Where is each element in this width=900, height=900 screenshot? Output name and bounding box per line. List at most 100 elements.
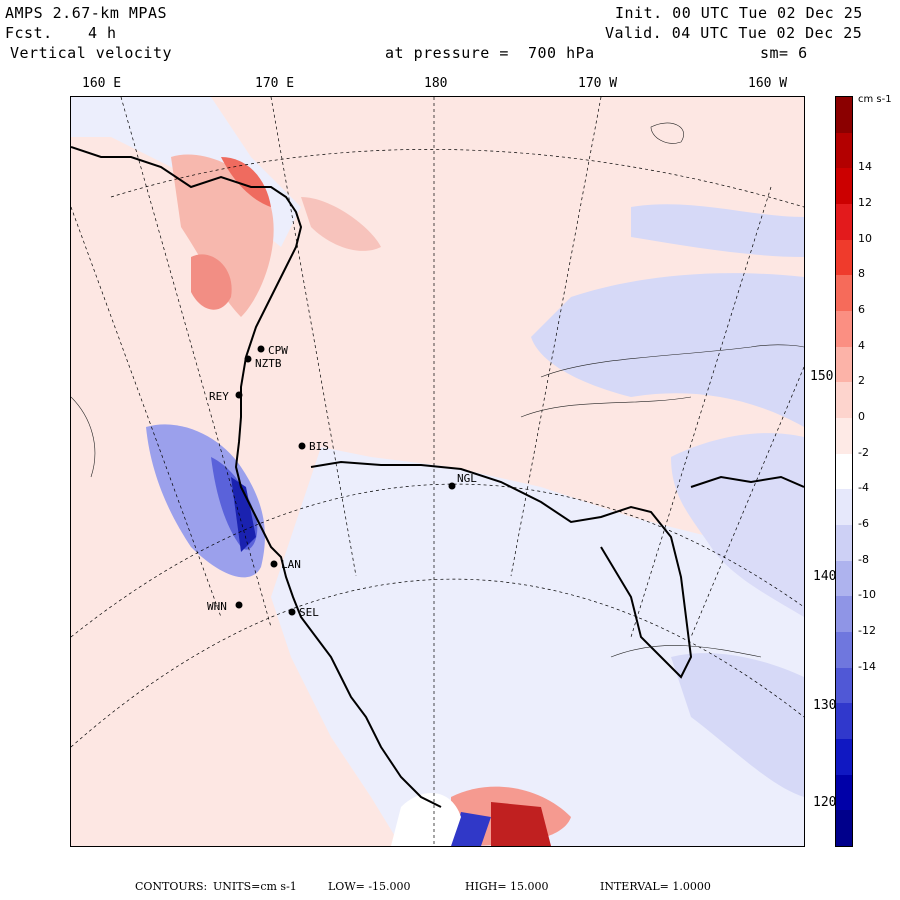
colorbar-segment	[836, 739, 852, 776]
colorbar-tick-label: 8	[858, 267, 865, 281]
station-label: CPW	[268, 344, 288, 357]
colorbar-tick-label: -4	[858, 481, 869, 495]
negative-patch-mountain	[146, 424, 265, 578]
meridian-160w	[630, 186, 772, 638]
contour-line	[71, 396, 96, 478]
station-marker-rey[interactable]	[235, 391, 243, 399]
colorbar-tick-label: 14	[858, 160, 872, 174]
colorbar-unit: cm s-1	[858, 94, 892, 105]
negative-patch-se	[671, 653, 804, 797]
station-label: BIS	[309, 440, 329, 453]
colorbar-tick-label: 4	[858, 338, 865, 352]
colorbar-tick-label: -2	[858, 445, 869, 459]
map-panel[interactable]: CPW NZTB REY BIS NGL LAN WHN SEL	[70, 96, 805, 847]
positive-patch-ne	[301, 197, 381, 251]
colorbar-tick-label: 0	[858, 410, 865, 423]
colorbar-tick-label: -14	[858, 659, 876, 673]
meridian-150w	[690, 366, 804, 638]
station-marker-sel[interactable]	[288, 608, 296, 616]
model-title: AMPS 2.67-km MPAS	[5, 4, 168, 22]
negative-core-strong	[231, 477, 256, 552]
negative-patch-ne	[531, 273, 804, 427]
parallel-inner	[71, 483, 804, 638]
ice-shelf-front	[310, 460, 693, 679]
colorbar-segment	[836, 346, 852, 384]
contour-line	[540, 344, 804, 378]
station-label: LAN	[281, 558, 301, 571]
forecast-hour: 4 h	[88, 24, 117, 42]
valid-time: Valid. 04 UTC Tue 02 Dec 25	[605, 24, 863, 42]
meridian-150e	[71, 206, 222, 618]
lon-label: 180	[424, 76, 448, 91]
init-time: Init. 00 UTC Tue 02 Dec 25	[615, 4, 863, 22]
footer-high: HIGH= 15.000	[465, 880, 549, 893]
footer-contours-label: CONTOURS:	[135, 880, 208, 893]
positive-core-north	[221, 157, 271, 207]
forecast-label: Fcst.	[5, 24, 53, 42]
colorbar-segment	[836, 525, 852, 562]
colorbar-segment	[836, 453, 852, 491]
colorbar-segment	[836, 132, 852, 170]
colorbar-segment	[836, 632, 852, 669]
footer-low: LOW= -15.000	[328, 880, 411, 893]
colorbar-segment	[836, 311, 852, 348]
footer-units: UNITS=cm s-1	[213, 880, 297, 893]
contour-line	[520, 396, 692, 418]
smoothing: sm= 6	[760, 44, 808, 62]
colorbar-tick-label: -10	[858, 588, 876, 602]
station-label: SEL	[299, 606, 319, 619]
station-marker-nztb[interactable]	[244, 355, 252, 363]
graticule	[71, 97, 804, 846]
marie-byrd-coast	[690, 475, 804, 488]
colorbar-tick-label: 12	[858, 196, 872, 209]
colorbar-tick-label: -12	[858, 624, 876, 637]
colorbar-tick-label: 6	[858, 303, 865, 316]
station-marker-cpw[interactable]	[257, 345, 265, 353]
station-label: NGL	[457, 472, 477, 485]
negative-core-south	[451, 812, 491, 846]
colorbar-segment	[836, 596, 852, 633]
colorbar-tick-label: 10	[858, 231, 872, 245]
station-marker-whn[interactable]	[235, 601, 243, 609]
station-label: WHN	[207, 600, 227, 613]
station-label: NZTB	[255, 357, 282, 370]
map-canvas: CPW NZTB REY BIS NGL LAN WHN SEL	[71, 97, 804, 846]
colorbar-segment	[836, 418, 852, 455]
colorbar-segment	[836, 703, 852, 740]
footer-interval: INTERVAL= 1.0000	[600, 880, 711, 893]
lon-label: 170 W	[578, 76, 618, 91]
lon-label: 160 W	[748, 76, 788, 91]
parallel-70s	[110, 149, 804, 208]
colorbar-tick-label: -8	[858, 552, 869, 566]
pressure-level: at pressure = 700 hPa	[385, 44, 595, 62]
colorbar-segment	[836, 168, 852, 205]
contour-lines	[71, 122, 804, 658]
lon-label: 160 E	[82, 76, 122, 91]
colorbar-segment	[836, 774, 852, 812]
coastline	[71, 146, 442, 808]
colorbar	[835, 96, 853, 847]
positive-core-south	[491, 802, 551, 846]
station-marker-lan[interactable]	[270, 560, 278, 568]
colorbar-segment	[836, 239, 852, 277]
colorbar-tick-label: 2	[858, 374, 865, 388]
ice-shelf-field	[271, 447, 804, 846]
station-marker-ngl[interactable]	[448, 482, 456, 490]
parallel-80s	[71, 578, 804, 748]
colorbar-segment	[836, 382, 852, 419]
meridian-160e	[120, 97, 272, 628]
contour-line	[650, 122, 684, 144]
stations: CPW NZTB REY BIS NGL LAN WHN SEL	[207, 344, 477, 619]
positive-patch-mid	[191, 254, 232, 310]
contour-line	[610, 645, 762, 658]
colorbar-segment	[836, 275, 852, 312]
field-name: Vertical velocity	[10, 44, 173, 62]
colorbar-segment	[836, 667, 852, 705]
colorbar-segment	[836, 489, 852, 526]
station-marker-bis[interactable]	[298, 442, 306, 450]
colorbar-segment	[836, 810, 852, 846]
lon-label: 170 E	[255, 76, 295, 91]
colorbar-tick-label: -6	[858, 517, 869, 530]
colorbar-segment	[836, 560, 852, 598]
colorbar-segment	[836, 204, 852, 241]
